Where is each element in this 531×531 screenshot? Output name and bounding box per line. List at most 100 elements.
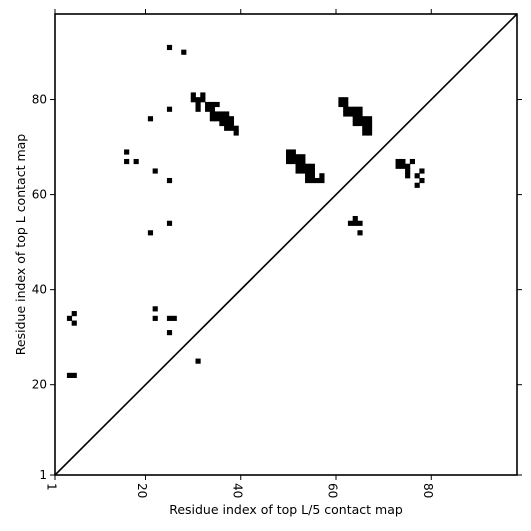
contact-cell-upper bbox=[190, 92, 196, 98]
y-tick-label: 40 bbox=[32, 283, 47, 297]
contact-cell-lower bbox=[366, 120, 373, 127]
contact-cell-lower bbox=[400, 158, 406, 165]
contact-cell-lower bbox=[295, 168, 301, 174]
contact-cell-lower bbox=[405, 168, 411, 174]
contact-cell-upper bbox=[209, 111, 215, 117]
contact-cell-upper bbox=[71, 320, 77, 326]
contact-cell-upper bbox=[209, 116, 215, 122]
contact-cell-lower bbox=[309, 173, 315, 179]
contact-cell-upper bbox=[152, 168, 158, 174]
contact-cell-lower bbox=[357, 106, 363, 112]
contact-cell-lower bbox=[309, 177, 315, 184]
contact-cell-lower bbox=[290, 149, 296, 155]
contact-cell-lower bbox=[300, 154, 306, 160]
contact-cell-upper bbox=[133, 158, 139, 165]
contact-cell-upper bbox=[200, 92, 206, 98]
contact-cell-lower bbox=[366, 130, 373, 136]
contact-cell-lower bbox=[357, 111, 363, 117]
contact-cell-lower bbox=[343, 101, 349, 108]
x-axis-label: Residue index of top L/5 contact map bbox=[169, 502, 403, 517]
y-axis-label: Residue index of top L contact map bbox=[13, 134, 28, 355]
contact-cell-lower bbox=[305, 168, 311, 174]
contact-cell-upper bbox=[147, 230, 154, 236]
contact-cell-upper bbox=[224, 116, 230, 122]
contact-cell-upper bbox=[195, 101, 201, 108]
contact-cell-lower bbox=[405, 173, 411, 179]
contact-cell-upper bbox=[233, 125, 239, 131]
y-tick-label: 20 bbox=[32, 378, 47, 392]
contact-cell-lower bbox=[343, 97, 349, 103]
contact-cell-upper bbox=[190, 97, 196, 103]
contact-cell-lower bbox=[352, 220, 358, 226]
x-tick-label: 20 bbox=[135, 483, 149, 498]
contact-cell-upper bbox=[224, 125, 230, 131]
contact-cell-upper bbox=[71, 372, 77, 378]
contact-cell-lower bbox=[414, 182, 420, 188]
contact-cells bbox=[66, 44, 425, 378]
diagonal-line bbox=[54, 13, 518, 476]
contact-cell-upper bbox=[228, 116, 235, 122]
x-tick-label: 1 bbox=[45, 483, 59, 491]
contact-cell-lower bbox=[395, 163, 401, 169]
contact-cell-lower bbox=[414, 173, 420, 179]
contact-cell-upper bbox=[124, 158, 130, 165]
contact-cell-upper bbox=[224, 111, 230, 117]
contact-cell-lower bbox=[295, 154, 301, 160]
contact-cell-lower bbox=[305, 163, 311, 169]
contact-cell-upper bbox=[219, 120, 225, 127]
contact-cell-upper bbox=[71, 311, 77, 317]
contact-cell-upper bbox=[147, 116, 154, 122]
contact-cell-upper bbox=[181, 49, 187, 55]
contact-cell-lower bbox=[295, 163, 301, 169]
contact-cell-upper bbox=[166, 315, 173, 321]
contact-cell-upper bbox=[228, 120, 235, 127]
contact-cell-upper bbox=[124, 149, 130, 155]
contact-cell-upper bbox=[152, 315, 158, 321]
contact-cell-upper bbox=[66, 372, 73, 378]
contact-cell-upper bbox=[166, 220, 173, 226]
contact-cell-upper bbox=[214, 101, 220, 108]
contact-cell-lower bbox=[319, 173, 325, 179]
contact-cell-lower bbox=[286, 149, 292, 155]
contact-cell-upper bbox=[66, 315, 73, 321]
contact-cell-upper bbox=[209, 101, 215, 108]
contact-cell-upper bbox=[166, 177, 173, 184]
x-tick-label: 40 bbox=[230, 483, 244, 498]
contact-cell-lower bbox=[366, 125, 373, 131]
contact-cell-lower bbox=[357, 230, 363, 236]
contact-cell-upper bbox=[166, 44, 173, 51]
contact-cell-lower bbox=[309, 168, 315, 174]
contact-cell-lower bbox=[347, 111, 354, 117]
contact-cell-upper bbox=[195, 358, 201, 364]
contact-cell-lower bbox=[362, 120, 368, 127]
contact-cell-lower bbox=[300, 168, 306, 174]
contact-cell-lower bbox=[352, 116, 358, 122]
contact-cell-lower bbox=[352, 111, 358, 117]
axis-ticks: 1 20 40 60 80 1 20 40 60 80 bbox=[32, 9, 522, 498]
contact-cell-lower bbox=[319, 177, 325, 184]
x-tick-label: 80 bbox=[421, 483, 435, 498]
contact-cell-lower bbox=[400, 163, 406, 169]
contact-cell-upper bbox=[228, 125, 235, 131]
contact-cell-lower bbox=[286, 154, 292, 160]
contact-cell-upper bbox=[205, 106, 211, 112]
contact-cell-upper bbox=[152, 306, 158, 312]
contact-cell-lower bbox=[362, 116, 368, 122]
contact-cell-lower bbox=[338, 97, 344, 103]
contact-cell-lower bbox=[362, 130, 368, 136]
contact-cell-upper bbox=[214, 111, 220, 117]
contact-cell-upper bbox=[171, 315, 177, 321]
contact-cell-lower bbox=[309, 163, 315, 169]
contact-cell-lower bbox=[357, 120, 363, 127]
contact-cell-upper bbox=[200, 97, 206, 103]
contact-cell-lower bbox=[343, 106, 349, 112]
contact-cell-lower bbox=[419, 168, 425, 174]
contact-cell-lower bbox=[286, 158, 292, 165]
contact-cell-lower bbox=[352, 215, 358, 222]
y-tick-label: 1 bbox=[39, 468, 47, 482]
contact-cell-lower bbox=[405, 163, 411, 169]
contact-cell-upper bbox=[205, 101, 211, 108]
contact-cell-lower bbox=[357, 220, 363, 226]
contact-cell-lower bbox=[305, 177, 311, 184]
